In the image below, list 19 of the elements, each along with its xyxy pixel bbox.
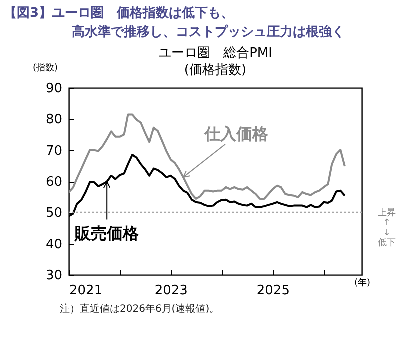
ref-line-label: 上昇 ↑ ↓ 低下 xyxy=(378,208,396,249)
y-tick-label: 60 xyxy=(46,175,62,190)
x-axis-title: (年) xyxy=(354,278,370,288)
y-tick-label: 80 xyxy=(46,112,62,128)
x-tick-label: 2025 xyxy=(256,284,290,298)
y-tick-label: 90 xyxy=(46,82,62,96)
chart-subtitle: ユーロ圏 総合PMI (価格指数) xyxy=(158,46,272,78)
text: 仕入価格 xyxy=(203,124,270,144)
y-tick-label: 40 xyxy=(46,237,62,252)
chart-title: 【図3】ユーロ圏 価格指数は低下も、高水準で推移し、コストプッシュ圧力は根強く xyxy=(4,5,346,42)
x-tick-label: 2023 xyxy=(154,284,188,298)
legend-label: 販売価格 xyxy=(74,224,140,243)
x-tick-label: 2021 xyxy=(70,284,103,298)
line-series xyxy=(69,114,346,200)
y-tick-label: 30 xyxy=(46,268,62,284)
text: 注）直近値は2026年6月(速報値)。 xyxy=(60,302,220,316)
y-tick-label: 50 xyxy=(46,206,62,222)
y-axis-title: (指数) xyxy=(32,62,58,74)
y-tick-label: 70 xyxy=(46,144,62,159)
